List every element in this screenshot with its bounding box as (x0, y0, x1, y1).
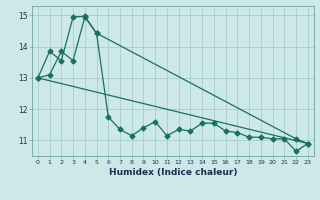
X-axis label: Humidex (Indice chaleur): Humidex (Indice chaleur) (108, 168, 237, 177)
